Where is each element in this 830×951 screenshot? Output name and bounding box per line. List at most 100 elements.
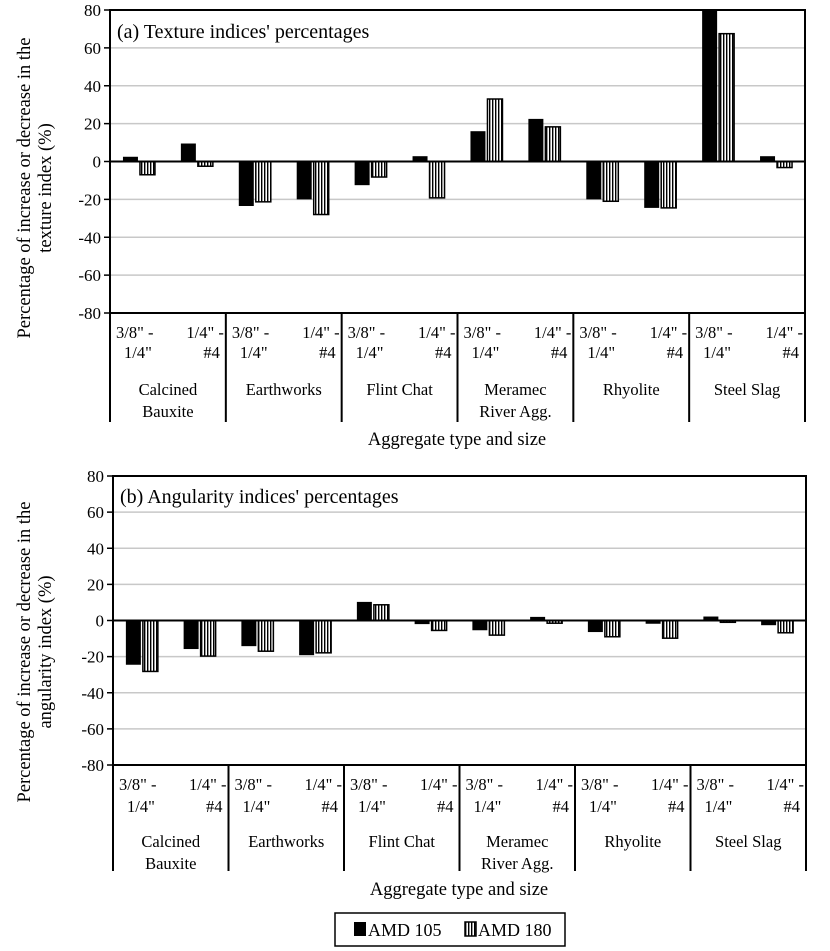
size-label-line-2: 1/4" (358, 797, 386, 816)
y-tick-label: 20 (87, 575, 104, 594)
y-tick-label: 80 (84, 1, 101, 20)
y-tick-label: -80 (78, 304, 101, 323)
bar-amd-105 (180, 143, 196, 162)
size-label-line-1: 1/4" - (418, 323, 455, 342)
bar-amd-105 (356, 601, 372, 621)
size-label-line-2: #4 (668, 797, 685, 816)
y-tick-label: -20 (81, 648, 104, 667)
size-label-line-1: 3/8" - (119, 775, 156, 794)
size-label-line-2: 1/4" (474, 797, 502, 816)
bar-amd-180 (544, 126, 562, 163)
y-tick-label: -60 (81, 720, 104, 739)
group-label: River Agg. (481, 854, 553, 873)
bar-amd-180 (199, 619, 217, 657)
size-label-line-2: 1/4" (243, 797, 271, 816)
y-tick-label: 40 (84, 77, 101, 96)
y-axis-title: Percentage of increase or decrease in th… (15, 38, 56, 339)
y-tick-label: 0 (93, 153, 102, 172)
y-tick-label: 0 (96, 612, 105, 631)
chart-title: (b) Angularity indices' percentages (120, 486, 399, 508)
group-label: Rhyolite (604, 832, 661, 851)
bar-amd-105 (354, 161, 370, 186)
size-label-line-2: #4 (667, 343, 684, 362)
y-axis-title-line-2: angularity index (%) (36, 575, 56, 728)
size-label-line-1: 3/8" - (464, 323, 501, 342)
legend-item-amd-180: AMD 180 (464, 920, 552, 940)
size-label-line-1: 3/8" - (116, 323, 153, 342)
size-label-line-2: #4 (784, 797, 801, 816)
size-label-line-2: #4 (437, 797, 454, 816)
legend-item-amd-105: AMD 105 (354, 920, 442, 940)
y-axis-title-line-1: Percentage of increase or decrease in th… (15, 38, 35, 339)
group-label: Meramec (486, 832, 548, 851)
size-label-line-2: #4 (322, 797, 339, 816)
bar-amd-105 (528, 118, 544, 162)
group-label: Flint Chat (366, 380, 433, 399)
size-label-line-1: 1/4" - (536, 775, 573, 794)
y-tick-label: -60 (78, 266, 101, 285)
bar-amd-105 (703, 616, 719, 621)
bar-amd-105 (644, 161, 660, 208)
bar-amd-105 (761, 620, 777, 626)
size-label-line-2: #4 (435, 343, 452, 362)
y-tick-label: -40 (78, 228, 101, 247)
size-label-line-2: 1/4" (589, 797, 617, 816)
legend-swatch-solid (354, 922, 366, 936)
y-axis-title-line-1: Percentage of increase or decrease in th… (15, 502, 35, 803)
x-axis-title: Aggregate type and size (370, 880, 548, 900)
size-label-line-1: 1/4" - (534, 323, 571, 342)
bar-amd-180 (661, 619, 679, 639)
bar-amd-180 (777, 619, 794, 634)
group-label: Earthworks (248, 832, 324, 851)
size-label-line-2: #4 (206, 797, 223, 816)
group-label: Calcined (139, 380, 198, 399)
size-label-line-2: 1/4" (703, 343, 731, 362)
legend: AMD 105 AMD 180 (334, 912, 566, 947)
bar-amd-105 (238, 161, 254, 207)
bar-amd-105 (122, 156, 138, 162)
chart-title: (a) Texture indices' percentages (117, 21, 369, 43)
size-label-line-2: 1/4" (356, 343, 384, 362)
bar-amd-180 (257, 619, 275, 652)
y-tick-label: -40 (81, 684, 104, 703)
y-tick-label: 60 (87, 503, 104, 522)
size-label-line-1: 3/8" - (232, 323, 269, 342)
legend-label: AMD 105 (368, 920, 442, 940)
group-label: Bauxite (145, 854, 196, 873)
y-tick-label: -20 (78, 190, 101, 209)
size-label-line-1: 3/8" - (235, 775, 272, 794)
size-label-line-1: 1/4" - (305, 775, 342, 794)
bar-amd-180 (315, 619, 332, 654)
y-tick-label: 80 (87, 467, 104, 486)
bar-amd-105 (470, 131, 486, 162)
bar-amd-105 (645, 620, 661, 624)
group-label: Rhyolite (603, 380, 660, 399)
size-label-line-2: 1/4" (587, 343, 615, 362)
size-label-line-2: #4 (783, 343, 800, 362)
bar-amd-105 (299, 620, 315, 656)
size-label-line-1: 1/4" - (766, 323, 803, 342)
size-label-line-1: 3/8" - (581, 775, 618, 794)
size-label-line-1: 1/4" - (189, 775, 226, 794)
angularity-chart: 80 60 40 20 0 -20 -40 -60 -80 3/8" - 1/4" 1/4" - #4 C… (15, 467, 807, 900)
bar-amd-105 (183, 620, 199, 650)
bar-amd-105 (414, 620, 430, 625)
legend-label: AMD 180 (478, 920, 552, 940)
size-label-line-1: 3/8" - (348, 323, 385, 342)
y-axis-title-line-2: texture index (%) (36, 123, 56, 252)
x-axis-title: Aggregate type and size (368, 430, 546, 450)
size-label-line-1: 3/8" - (579, 323, 616, 342)
bar-amd-180 (312, 160, 330, 216)
bar-amd-180 (428, 160, 446, 199)
group-label: Steel Slag (714, 380, 780, 399)
size-label-line-1: 1/4" - (420, 775, 457, 794)
group-label: Flint Chat (369, 832, 436, 851)
bar-amd-105 (586, 161, 602, 200)
bar-amd-105 (296, 161, 312, 200)
legend-box (334, 912, 566, 947)
size-label-line-1: 1/4" - (302, 323, 339, 342)
size-label-line-2: 1/4" (124, 343, 152, 362)
